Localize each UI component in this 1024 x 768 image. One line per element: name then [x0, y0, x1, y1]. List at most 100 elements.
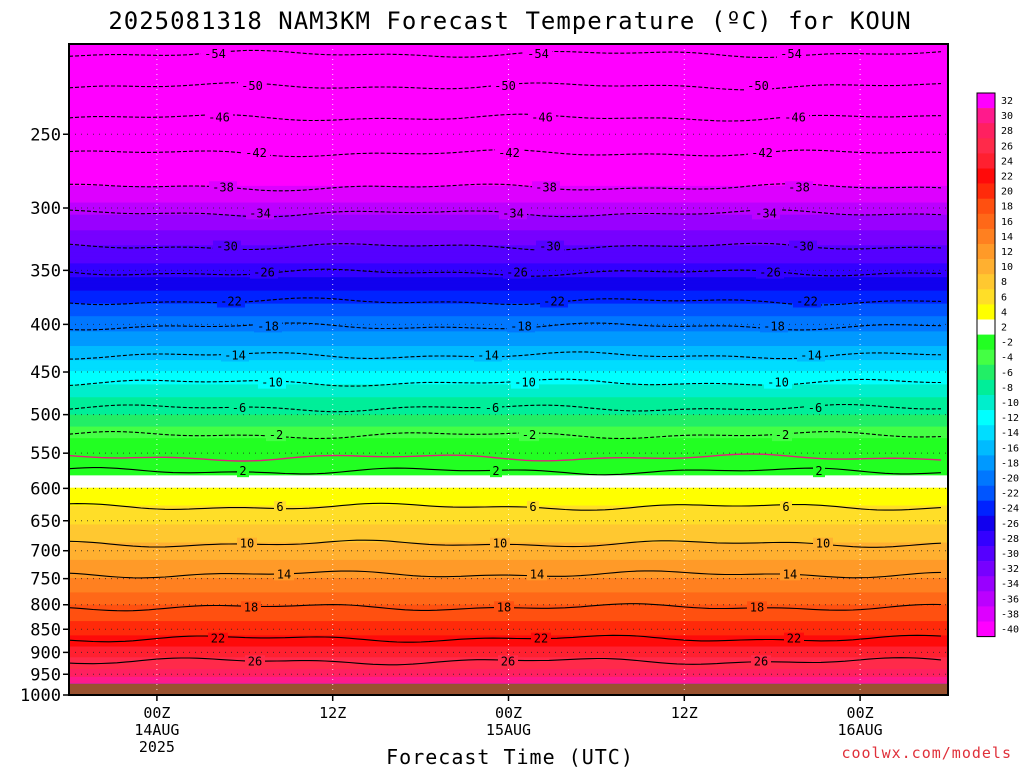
shade-band: [69, 419, 948, 423]
credit-text: coolwx.com/models: [841, 744, 1012, 762]
contour-label: -34: [755, 206, 777, 220]
shade-band: [69, 309, 948, 314]
shade-band: [69, 426, 948, 430]
colorbar-swatch: [977, 304, 995, 320]
contour-label-bg: [250, 266, 278, 279]
contour-label: -30: [792, 240, 814, 254]
shade-band: [69, 451, 948, 455]
contour-label-bg: [494, 601, 514, 614]
shade-band: [69, 584, 948, 587]
contour-label: 26: [501, 654, 515, 668]
colorbar-swatch: [977, 228, 995, 245]
shade-band: [69, 424, 948, 428]
shade-band: [69, 535, 948, 539]
x-tick-label: 14AUG: [134, 721, 179, 739]
colorbar-swatch: [977, 395, 995, 411]
colorbar-label: 22: [1001, 172, 1013, 183]
shade-band: [69, 667, 948, 670]
contour-label-bg: [490, 537, 510, 550]
shade-band: [69, 479, 948, 483]
y-tick-label: 350: [30, 261, 61, 281]
shade-band: [69, 649, 948, 652]
contour-label: 6: [782, 500, 789, 514]
shade-band: [69, 621, 948, 624]
contour-label: -6: [808, 401, 822, 415]
colorbar-label: -30: [1001, 549, 1019, 560]
contour-label: 10: [816, 537, 830, 551]
shade-band: [69, 566, 948, 570]
colorbar-label: -26: [1001, 519, 1019, 530]
contour-label-bg: [258, 376, 286, 389]
colorbar-label: 16: [1001, 217, 1013, 228]
shade-band: [69, 159, 948, 165]
colorbar-label: 32: [1001, 96, 1013, 107]
contour-label: -42: [751, 146, 773, 160]
shade-band: [69, 313, 948, 317]
colorbar-swatch: [977, 244, 995, 260]
colorbar-swatch: [977, 138, 995, 154]
contour-label-bg: [532, 181, 560, 194]
contour-line: [69, 378, 941, 387]
shade-band: [69, 593, 948, 597]
contour-label: -46: [784, 111, 806, 125]
contour-label-bg: [797, 349, 825, 362]
shade-band: [69, 290, 948, 295]
colorbar-swatch: [977, 319, 995, 335]
shade-band: [69, 445, 948, 449]
contour-label-bg: [474, 349, 502, 362]
contour-label-bg: [209, 181, 237, 194]
shade-band: [69, 676, 948, 679]
shade-band: [69, 493, 948, 497]
shade-band: [69, 340, 948, 344]
contour-label: -26: [506, 266, 528, 280]
shade-band: [69, 669, 948, 672]
contour-label: -14: [477, 349, 499, 363]
contour-label: 26: [248, 654, 262, 668]
contour-label: 6: [529, 500, 536, 514]
shade-band: [69, 306, 948, 311]
contour-label: 10: [240, 537, 254, 551]
shade-band: [69, 61, 948, 69]
colorbar-swatch: [977, 621, 995, 637]
shade-band: [69, 389, 948, 393]
contour-label: -50: [494, 79, 516, 93]
contour-label-bg: [495, 147, 523, 160]
contour-label-bg: [266, 429, 286, 442]
shade-band: [69, 226, 948, 232]
shade-band: [69, 576, 948, 579]
contour-label-bg: [499, 207, 527, 220]
colorbar-label: -22: [1001, 489, 1019, 500]
contour-label: -30: [539, 240, 561, 254]
contour-label: -50: [747, 79, 769, 93]
colorbar-label: -32: [1001, 564, 1019, 575]
shade-band: [69, 348, 948, 353]
colorbar-label: 24: [1001, 156, 1013, 167]
shade-band: [69, 414, 948, 418]
shade-band: [69, 407, 948, 411]
shade-band: [69, 633, 948, 637]
shade-band: [69, 140, 948, 147]
shade-band: [69, 172, 948, 178]
shade-band: [69, 571, 948, 575]
y-tick-label: 1000: [20, 686, 61, 706]
shade-band: [69, 121, 948, 127]
shade-band: [69, 477, 948, 481]
y-tick-label: 800: [30, 596, 61, 616]
contour-label-bg: [519, 429, 539, 442]
shade-band: [69, 517, 948, 520]
contour-label-bg: [208, 632, 228, 645]
shade-band: [69, 495, 948, 499]
y-tick-label: 500: [30, 406, 61, 426]
contour-label: -10: [767, 376, 789, 390]
colorbar-swatch: [977, 485, 995, 501]
colorbar-swatch: [977, 349, 995, 366]
contour-label: -10: [514, 376, 536, 390]
shade-band: [69, 635, 948, 638]
shade-band: [69, 670, 948, 673]
shade-band: [69, 376, 948, 380]
contour-line: [69, 149, 942, 158]
contour-label: -26: [253, 266, 275, 280]
shade-band: [69, 592, 948, 595]
shade-band: [69, 163, 948, 170]
